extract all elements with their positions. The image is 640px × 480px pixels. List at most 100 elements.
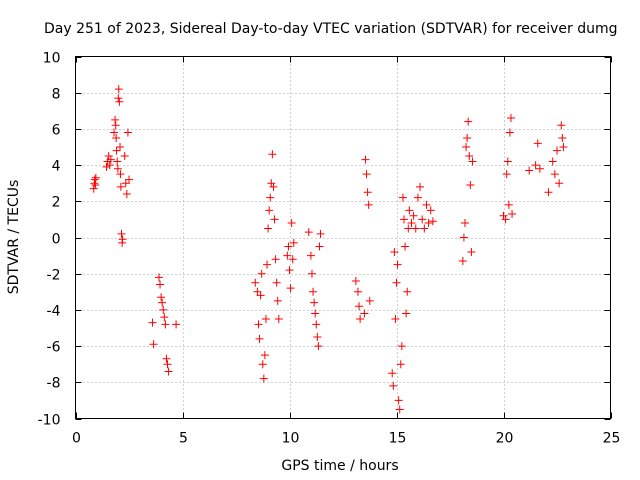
data-point: [270, 215, 279, 224]
data-point: [154, 273, 163, 282]
x-tick-label: 15: [389, 431, 407, 447]
data-point: [355, 302, 364, 311]
data-point: [116, 182, 125, 191]
data-point: [399, 215, 408, 224]
data-point: [116, 170, 125, 179]
y-tick-label: -2: [47, 268, 61, 284]
data-point: [105, 161, 114, 170]
data-point: [256, 291, 265, 300]
data-points: [89, 85, 568, 414]
data-point: [159, 305, 168, 314]
data-point: [114, 85, 123, 94]
data-point: [465, 152, 474, 161]
data-point: [272, 278, 281, 287]
data-point: [267, 179, 276, 188]
data-point: [258, 360, 267, 369]
data-point: [313, 333, 322, 342]
y-tick-label: 2: [52, 195, 61, 211]
data-point: [116, 143, 125, 151]
data-point: [149, 340, 158, 349]
data-point: [306, 251, 315, 260]
data-point: [463, 133, 472, 142]
data-point: [288, 255, 297, 264]
data-point: [253, 287, 262, 296]
data-point: [118, 235, 127, 244]
data-point: [416, 182, 425, 191]
data-point: [391, 314, 400, 323]
data-point: [123, 128, 132, 137]
data-point: [502, 170, 511, 179]
data-point: [117, 229, 126, 238]
y-tick-labels: -10 -8 -6 -4 -2 0 2 4 6 8 10: [38, 51, 61, 429]
data-point: [409, 211, 418, 220]
x-tick-label: 0: [72, 431, 81, 447]
data-point: [503, 157, 512, 166]
data-point: [289, 238, 298, 247]
data-point: [405, 206, 414, 215]
data-point: [506, 114, 515, 123]
data-point: [315, 242, 324, 251]
data-point: [361, 155, 370, 164]
data-point: [304, 228, 313, 237]
y-tick-label: -8: [47, 376, 61, 392]
data-point: [286, 284, 295, 293]
data-point: [110, 128, 119, 137]
data-point: [164, 367, 173, 376]
y-tick-label: 10: [43, 51, 61, 67]
data-point: [533, 139, 542, 148]
y-tick-label: -6: [47, 340, 61, 356]
data-point: [113, 157, 122, 166]
plot-frame: [75, 56, 611, 419]
data-point: [310, 298, 319, 307]
data-point: [505, 128, 514, 137]
data-point: [464, 117, 473, 126]
data-point: [411, 224, 420, 233]
data-point: [259, 374, 268, 383]
data-point: [413, 193, 422, 202]
data-point: [557, 121, 566, 130]
data-point: [499, 211, 508, 220]
data-point: [157, 293, 166, 302]
data-point: [501, 215, 510, 224]
data-point: [161, 320, 170, 329]
data-point: [255, 334, 264, 343]
data-point: [462, 143, 471, 151]
data-point: [254, 320, 263, 329]
data-point: [544, 188, 553, 197]
data-point: [362, 170, 371, 179]
data-point: [420, 224, 429, 233]
data-point: [111, 121, 120, 130]
data-point: [172, 320, 181, 329]
data-point: [284, 242, 293, 251]
x-tick-label: 5: [179, 431, 188, 447]
data-point: [364, 200, 373, 209]
data-point: [356, 314, 365, 323]
data-point: [261, 314, 270, 323]
data-point: [504, 200, 513, 209]
data-point: [115, 97, 124, 106]
data-point: [311, 309, 320, 318]
data-point: [360, 309, 369, 318]
data-point: [468, 157, 477, 166]
chart-title: Day 251 of 2023, Sidereal Day-to-day VTE…: [44, 21, 618, 37]
data-point: [550, 170, 559, 179]
data-point: [268, 150, 277, 159]
data-point: [271, 255, 280, 264]
data-point: [555, 179, 564, 188]
y-tick-label: 0: [52, 232, 61, 248]
data-point: [428, 217, 437, 226]
data-point: [104, 152, 113, 161]
data-point: [112, 133, 121, 142]
data-point: [91, 181, 100, 190]
data-point: [407, 219, 416, 228]
data-point: [365, 296, 374, 305]
data-point: [112, 146, 121, 155]
grid-lines: [75, 56, 611, 419]
x-tick-labels: 0 5 10 15 20 25: [72, 431, 620, 447]
data-point: [396, 360, 405, 369]
data-point: [558, 133, 567, 142]
data-point: [274, 314, 283, 323]
data-point: [466, 181, 475, 190]
data-point: [113, 164, 122, 173]
